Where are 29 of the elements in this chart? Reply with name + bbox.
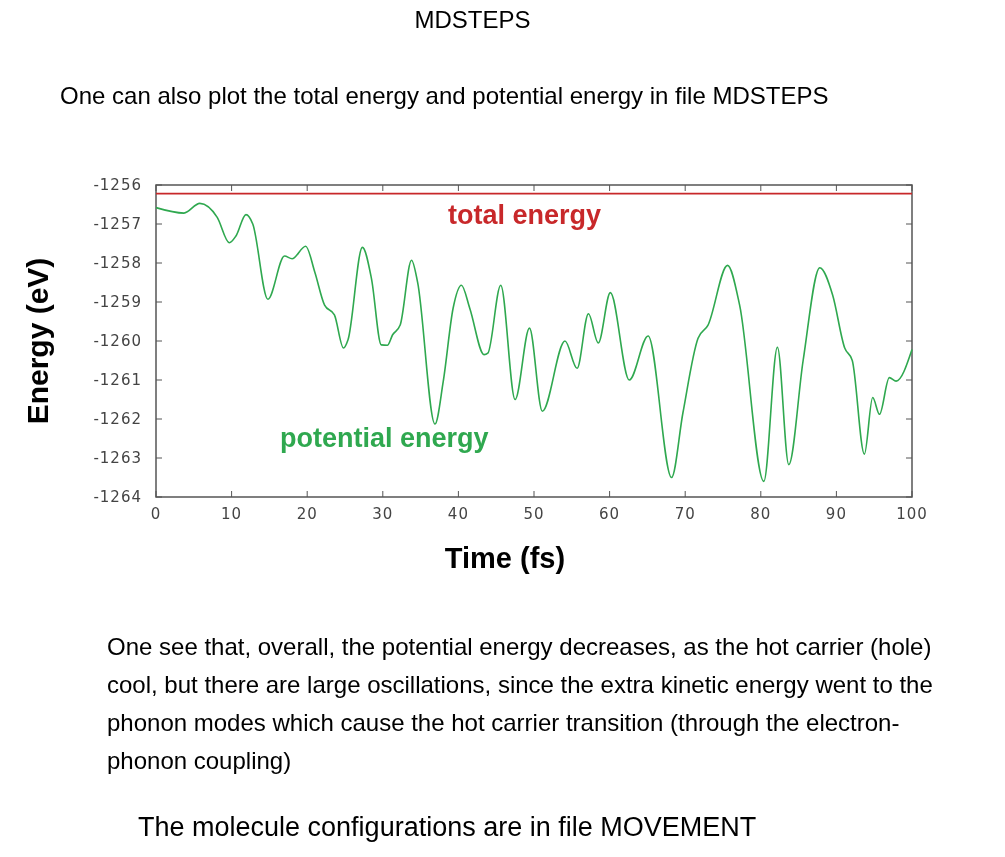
y-axis-title: Energy (eV) (21, 257, 54, 425)
chart-subtitle: One can also plot the total energy and potential energy in file MDSTEPS (60, 82, 830, 110)
x-tick-label: 100 (896, 505, 928, 523)
y-tick-label: -1261 (93, 371, 142, 390)
x-axis-title: Time (fs) (444, 542, 566, 574)
x-tick-label: 90 (825, 505, 847, 523)
y-tick-label: -1260 (93, 332, 142, 351)
series-label: total energy (448, 200, 602, 230)
x-tick-label: 50 (523, 505, 545, 523)
y-tick-label: -1258 (93, 254, 142, 273)
x-tick-label: 60 (599, 505, 621, 523)
x-tick-label: 0 (150, 505, 162, 523)
x-tick-label: 30 (372, 505, 394, 523)
y-tick-label: -1264 (93, 488, 142, 507)
series-label: potential energy (280, 423, 489, 453)
x-tick-label: 10 (221, 505, 243, 523)
y-tick-label: -1256 (93, 176, 142, 195)
y-tick-label: -1263 (93, 449, 142, 468)
y-tick-label: -1262 (93, 410, 142, 429)
x-tick-label: 70 (674, 505, 696, 523)
x-tick-label: 80 (750, 505, 772, 523)
x-tick-label: 40 (447, 505, 469, 523)
line-series (155, 202, 913, 483)
text: One see that, overall, the potential energy decreases, as the hot carrier (hole) cool, but there are large oscillations, since the extra kinetic energy went to the phonon modes which cause the hot carrier transition (through the electron-phonon coupling) (107, 632, 934, 776)
chart-title: MDSTEPS (413, 6, 532, 34)
y-tick-label: -1257 (93, 215, 142, 234)
text: The molecule configurations are in file MOVEMENT (138, 812, 758, 843)
x-tick-label: 20 (296, 505, 318, 523)
y-tick-label: -1259 (93, 293, 142, 312)
